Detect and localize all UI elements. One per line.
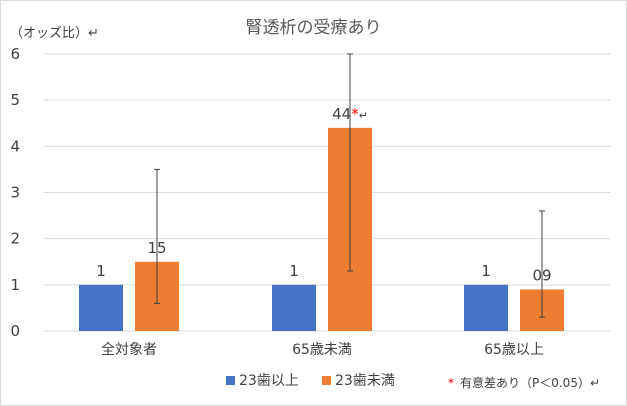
x-tick-label: 全対象者: [101, 341, 157, 358]
significance-note: * 有意差あり（P＜0.05）↵: [448, 374, 600, 391]
significance-marker-suffix: ↵: [359, 109, 368, 122]
legend-item-series2: 23歯未満: [322, 370, 395, 390]
y-axis-label: （オッズ比）↵: [10, 26, 99, 41]
legend-swatch-series2: [322, 375, 331, 385]
y-tick-label: 0: [10, 322, 20, 340]
bar-series1: [79, 284, 123, 331]
data-label-series2: 09: [532, 266, 551, 284]
y-tick-label: 5: [10, 91, 20, 109]
legend-label-series2: 23歯未満: [335, 373, 395, 389]
significance-marker: *: [351, 105, 359, 123]
bar-series1: [464, 284, 508, 331]
y-tick-label: 1: [10, 276, 20, 294]
legend: 23歯以上 23歯未満: [0, 370, 627, 392]
legend-label-series1: 23歯以上: [239, 373, 299, 389]
y-tick-label: 3: [10, 184, 20, 202]
data-label-series1: 1: [96, 262, 106, 280]
y-tick-label: 6: [10, 45, 20, 63]
legend-swatch-series1: [226, 375, 235, 385]
legend-item-series1: 23歯以上: [226, 370, 299, 390]
data-label-series1: 1: [481, 262, 491, 280]
data-label-series1: 1: [289, 262, 299, 280]
x-tick-label: 65歳以上: [484, 342, 544, 358]
data-label-series2: 15: [147, 239, 166, 257]
y-tick-label: 2: [10, 230, 20, 248]
bar-series1: [272, 284, 316, 331]
y-tick-label: 4: [10, 137, 20, 155]
significance-note-marker: *: [448, 376, 454, 390]
x-tick-label: 65歳未満: [292, 342, 352, 358]
data-label-series2: 44*↵: [332, 105, 368, 123]
chart-title: 腎透析の受療あり: [245, 18, 382, 38]
significance-note-text: 有意差あり（P＜0.05）↵: [460, 376, 601, 390]
